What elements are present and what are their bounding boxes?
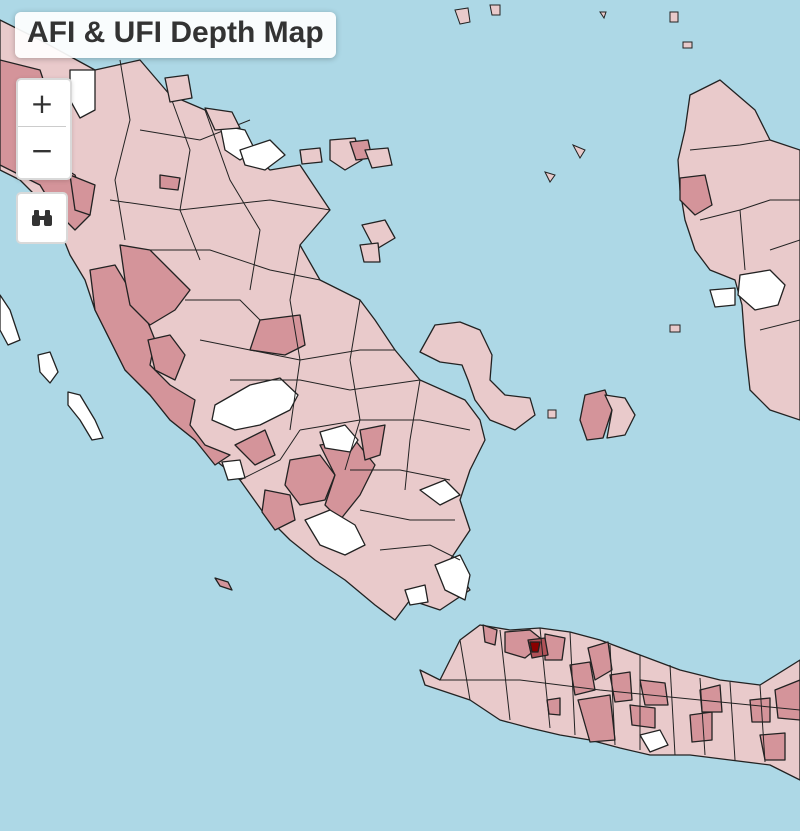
- binoculars-icon: [32, 210, 52, 226]
- riau-islands[interactable]: [164, 74, 396, 263]
- zoom-in-button[interactable]: +: [30, 86, 54, 120]
- map-title: AFI & UFI Depth Map: [15, 12, 336, 58]
- java-district-borders: [440, 627, 800, 763]
- small-islets[interactable]: [454, 4, 693, 419]
- bangka-belitung[interactable]: [419, 321, 636, 441]
- sumatra-district-borders: [109, 59, 471, 561]
- locate-button[interactable]: [16, 192, 68, 244]
- zoom-out-button[interactable]: −: [18, 126, 66, 173]
- kalimantan[interactable]: [677, 79, 800, 421]
- zoom-control: + −: [16, 78, 72, 180]
- kalimantan-borders: [689, 139, 800, 331]
- western-islands[interactable]: [0, 294, 233, 591]
- sumatra-no-data-districts[interactable]: [69, 69, 471, 606]
